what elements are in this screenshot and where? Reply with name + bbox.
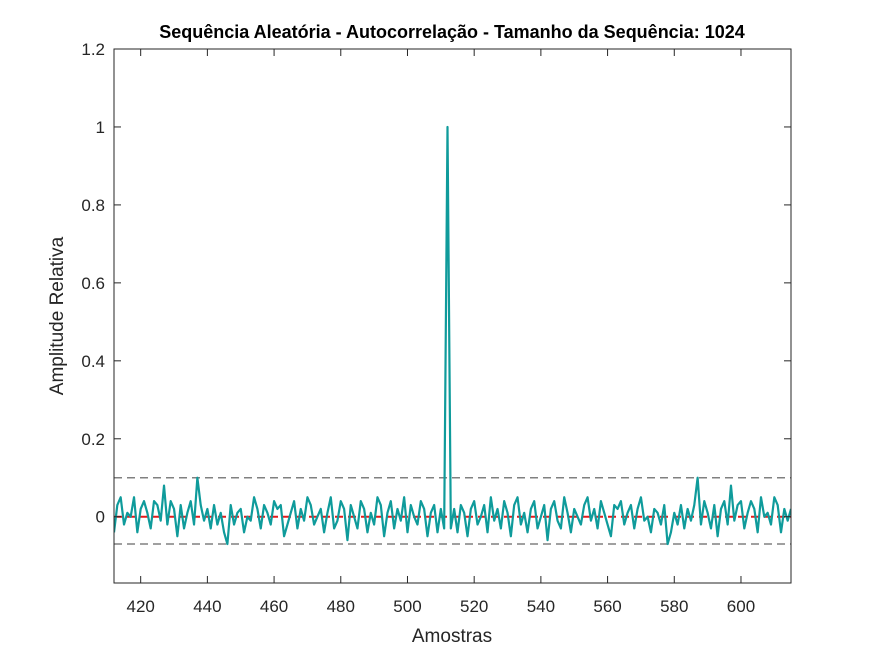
x-tick-label: 500 xyxy=(393,597,421,616)
x-tick-label: 520 xyxy=(460,597,488,616)
x-tick-label: 420 xyxy=(126,597,154,616)
x-tick-label: 540 xyxy=(527,597,555,616)
y-tick-label: 0 xyxy=(96,508,105,527)
plot-area xyxy=(114,49,791,583)
x-tick-label: 580 xyxy=(660,597,688,616)
x-tick-label: 460 xyxy=(260,597,288,616)
y-tick-label: 0.4 xyxy=(81,352,105,371)
y-tick-label: 0.2 xyxy=(81,430,105,449)
y-tick-label: 1.2 xyxy=(81,40,105,59)
y-axis-label: Amplitude Relativa xyxy=(47,236,68,395)
y-tick-label: 0.6 xyxy=(81,274,105,293)
x-tick-label: 480 xyxy=(327,597,355,616)
x-axis-label: Amostras xyxy=(412,626,492,647)
data-line xyxy=(114,125,791,546)
y-tick-label: 1 xyxy=(96,118,105,137)
x-tick-label: 440 xyxy=(193,597,221,616)
x-tick-label: 600 xyxy=(727,597,755,616)
axes-box xyxy=(113,48,792,584)
y-tick-label: 0.8 xyxy=(81,196,105,215)
chart-title: Sequência Aleatória - Autocorrelação - T… xyxy=(159,22,745,42)
x-tick-label: 560 xyxy=(593,597,621,616)
